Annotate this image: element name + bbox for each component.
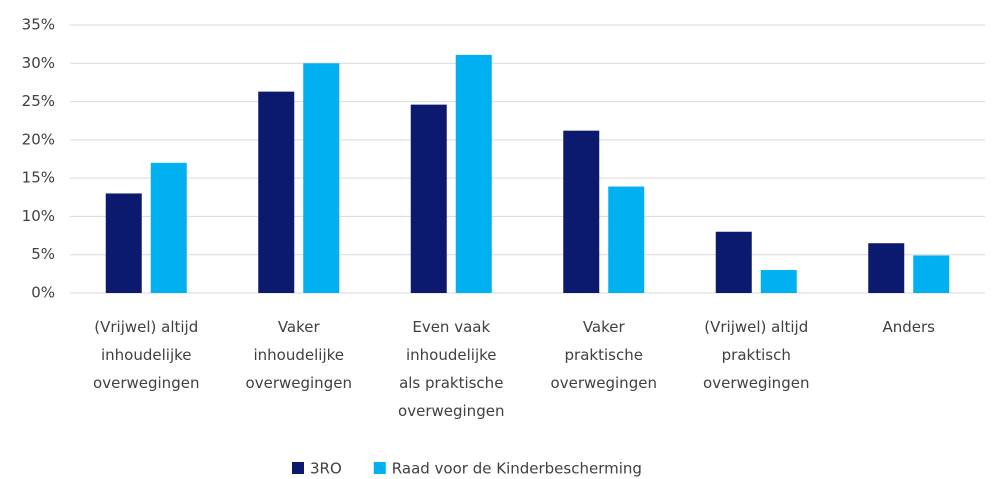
x-tick-label: Vaker praktische overwegingen: [551, 318, 657, 392]
legend-swatch: [373, 462, 386, 474]
x-tick-label: Vaker inhoudelijke overwegingen: [246, 318, 352, 392]
bar: [258, 91, 295, 293]
x-tick-label: (Vrijwel) altijd praktisch overwegingen: [703, 318, 809, 392]
x-tick-label: Even vaak inhoudelijke als praktische overw…: [398, 318, 504, 420]
bar: [410, 104, 447, 294]
x-tick-label: Anders: [883, 318, 936, 336]
legend-label: Raad voor de Kinderbescherming: [392, 460, 642, 478]
y-tick-label: 25%: [22, 92, 55, 110]
bar: [455, 54, 492, 294]
bar: [563, 130, 600, 293]
bar: [760, 270, 797, 293]
y-tick-label: 0%: [31, 284, 55, 302]
legend-label: 3RO: [310, 460, 342, 478]
y-tick-label: 15%: [22, 169, 55, 187]
y-tick-label: 5%: [31, 245, 55, 263]
y-tick-label: 35%: [22, 16, 55, 34]
x-tick-label: (Vrijwel) altijd inhoudelijke overwegingen: [93, 318, 199, 392]
bar: [868, 243, 905, 293]
y-tick-label: 20%: [22, 130, 55, 148]
bar: [150, 162, 187, 293]
legend-swatch: [292, 462, 304, 474]
bar: [715, 231, 752, 293]
y-tick-label: 10%: [22, 207, 55, 225]
y-tick-label: 30%: [22, 54, 55, 72]
bar: [105, 193, 142, 293]
bar: [303, 63, 340, 294]
bar: [608, 186, 645, 293]
bar: [913, 255, 950, 293]
